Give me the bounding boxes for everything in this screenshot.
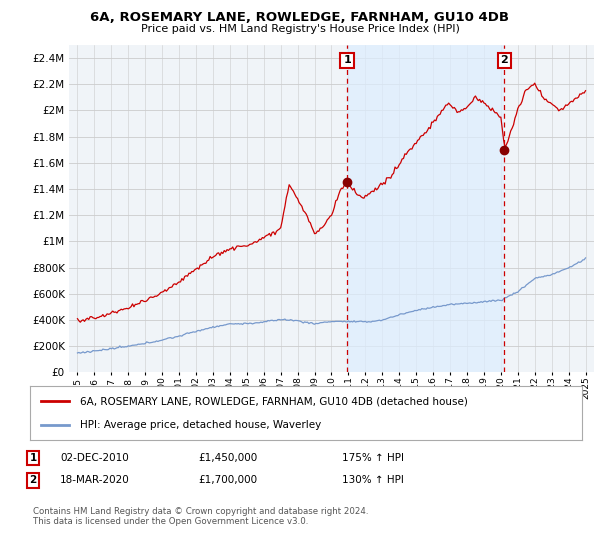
Bar — [347, 45, 505, 372]
Text: 02-DEC-2010: 02-DEC-2010 — [60, 453, 129, 463]
Text: £1,450,000: £1,450,000 — [198, 453, 257, 463]
Text: 1: 1 — [29, 453, 37, 463]
Text: 2: 2 — [29, 475, 37, 486]
Text: 175% ↑ HPI: 175% ↑ HPI — [342, 453, 404, 463]
Text: 6A, ROSEMARY LANE, ROWLEDGE, FARNHAM, GU10 4DB (detached house): 6A, ROSEMARY LANE, ROWLEDGE, FARNHAM, GU… — [80, 396, 467, 407]
Text: 6A, ROSEMARY LANE, ROWLEDGE, FARNHAM, GU10 4DB: 6A, ROSEMARY LANE, ROWLEDGE, FARNHAM, GU… — [91, 11, 509, 24]
Text: Contains HM Land Registry data © Crown copyright and database right 2024.
This d: Contains HM Land Registry data © Crown c… — [33, 507, 368, 526]
Text: 18-MAR-2020: 18-MAR-2020 — [60, 475, 130, 486]
Text: 1: 1 — [343, 55, 351, 66]
Text: 130% ↑ HPI: 130% ↑ HPI — [342, 475, 404, 486]
Text: HPI: Average price, detached house, Waverley: HPI: Average price, detached house, Wave… — [80, 419, 321, 430]
Text: £1,700,000: £1,700,000 — [198, 475, 257, 486]
Text: 2: 2 — [500, 55, 508, 66]
Text: Price paid vs. HM Land Registry's House Price Index (HPI): Price paid vs. HM Land Registry's House … — [140, 24, 460, 34]
